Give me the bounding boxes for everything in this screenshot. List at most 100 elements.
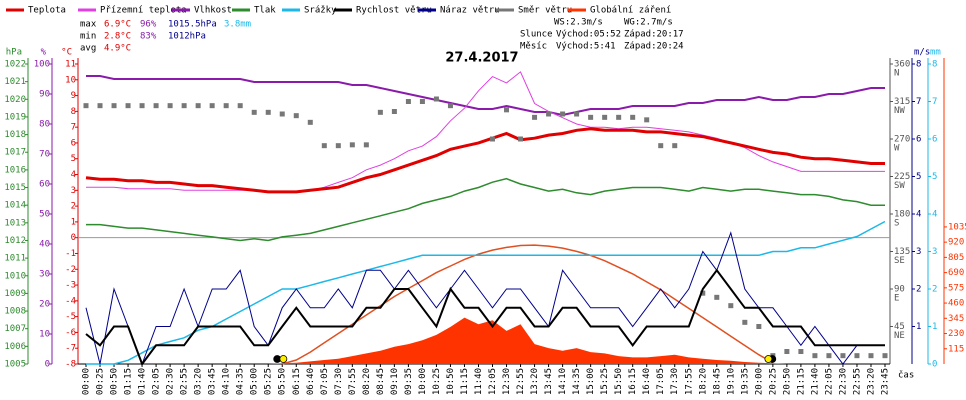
legend-label: Teplota (28, 6, 66, 16)
x-tick-label: 22:55 (852, 368, 862, 395)
y-tick-label: -8 (65, 360, 76, 370)
x-tick-label: 15:25 (600, 368, 610, 395)
direction-point (279, 111, 285, 117)
direction-point (798, 349, 804, 354)
stat-label: avg (80, 44, 96, 54)
y-tick-label: 115 (948, 344, 964, 354)
wind-summary: WG:2.7m/s (624, 18, 673, 28)
direction-label: SW (894, 181, 905, 191)
series-line (86, 71, 885, 193)
y-tick-label: 4 (916, 210, 921, 220)
x-tick-label: 02:55 (180, 368, 190, 395)
x-tick-label: 20:50 (782, 368, 792, 395)
y-tick-label: 100 (34, 60, 50, 70)
direction-point (728, 303, 734, 309)
y-tick-label: 1021 (4, 77, 26, 87)
astro-marker (764, 355, 773, 363)
direction-point (840, 353, 846, 359)
x-tick-label: 07:30 (334, 368, 344, 395)
x-tick-label: 13:20 (530, 368, 540, 395)
x-tick-label: 09:35 (404, 368, 414, 395)
x-tick-label: 03:45 (208, 368, 218, 395)
direction-point (111, 103, 117, 109)
stat-label: max (80, 20, 97, 30)
x-tick-label: 05:50 (278, 368, 288, 395)
legend-label: Globální záření (590, 6, 671, 16)
y-tick-label: 1013 (4, 218, 26, 228)
direction-point (588, 114, 594, 120)
x-axis-label: čas (898, 370, 914, 381)
x-tick-label: 16:15 (628, 368, 638, 395)
direction-point (658, 143, 664, 149)
x-tick-label: 14:10 (558, 368, 568, 395)
y-tick-label: 690 (948, 268, 964, 278)
y-tick-label: 6 (71, 138, 76, 148)
legend-label: Rychlost větru (356, 6, 432, 16)
astro-rise: Východ:05:52 (556, 30, 621, 40)
x-tick-label: 06:40 (306, 368, 316, 395)
axis-unit: m/s (914, 48, 930, 58)
y-tick-label: 225 (894, 172, 910, 182)
axis-unit: mm (930, 48, 941, 58)
series-line (85, 127, 885, 194)
y-tick-label: 3 (916, 247, 921, 257)
stat-value: 2.8°C (104, 32, 131, 42)
astro-rise: Východ:5:41 (556, 42, 616, 52)
x-tick-label: 07:05 (320, 368, 330, 395)
y-tick-label: -2 (65, 265, 76, 275)
x-tick-label: 02:30 (166, 368, 176, 395)
direction-point (868, 353, 874, 359)
direction-point (672, 143, 678, 149)
direction-point (209, 103, 215, 109)
direction-point (490, 136, 496, 142)
y-tick-label: 1020 (4, 95, 26, 105)
series-line (86, 220, 886, 365)
y-tick-label: 180 (894, 210, 910, 220)
x-tick-label: 15:00 (586, 368, 596, 395)
direction-point (433, 96, 439, 102)
y-tick-label: 1009 (4, 289, 26, 299)
direction-point (826, 353, 832, 359)
direction-point (223, 103, 229, 109)
y-tick-label: 6 (916, 135, 921, 145)
x-tick-label: 07:55 (348, 368, 358, 395)
y-tick-label: 1005 (4, 360, 26, 370)
astro-label: Slunce (520, 30, 553, 40)
y-tick-label: -1 (65, 249, 76, 259)
y-tick-label: 1 (71, 217, 76, 227)
x-tick-label: 16:40 (642, 368, 652, 395)
y-tick-label: 30 (39, 270, 50, 280)
direction-label: N (894, 69, 899, 79)
y-tick-label: 2 (932, 285, 937, 295)
axis-unit: hPa (6, 48, 22, 58)
x-tick-label: 10:00 (418, 368, 428, 395)
direction-point (293, 113, 299, 119)
radiation-area (86, 317, 885, 364)
y-tick-label: 40 (39, 240, 50, 250)
y-tick-label: 1018 (4, 130, 26, 140)
x-tick-label: 18:45 (712, 368, 722, 395)
y-tick-label: 1008 (4, 307, 26, 317)
direction-point (644, 117, 650, 123)
stat-value: 1015.5hPa (168, 20, 217, 30)
direction-point (756, 324, 762, 329)
stat-value: 3.8mm (224, 20, 251, 30)
stat-value: 1012hPa (168, 32, 206, 42)
x-tick-label: 05:25 (264, 368, 274, 395)
direction-point (882, 353, 888, 359)
y-tick-label: 345 (948, 314, 964, 324)
series-line (86, 177, 885, 242)
x-tick-label: 12:30 (502, 368, 512, 395)
y-tick-label: 1035 (948, 222, 966, 232)
direction-point (602, 114, 608, 120)
y-tick-label: 5 (916, 172, 921, 182)
y-tick-label: 1010 (4, 271, 26, 281)
y-tick-label: 6 (932, 135, 937, 145)
y-tick-label: 8 (71, 107, 76, 117)
stat-label: min (80, 32, 96, 42)
y-tick-label: 60 (39, 180, 50, 190)
y-tick-label: 1007 (4, 324, 26, 334)
direction-point (518, 136, 524, 142)
series-line (86, 75, 885, 117)
